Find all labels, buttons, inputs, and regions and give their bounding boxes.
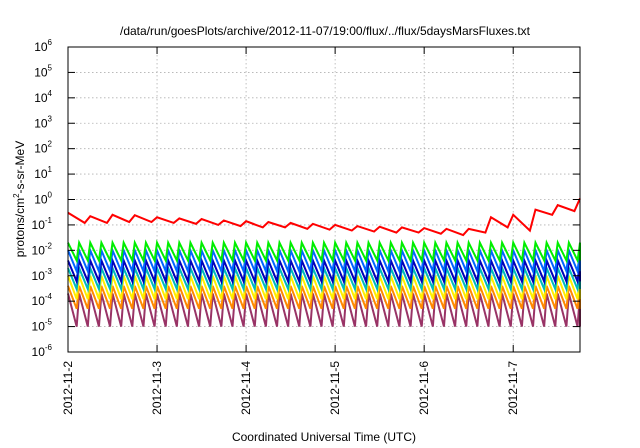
y-tick-label: 10-4: [32, 292, 53, 308]
y-tick-label-base: 10: [34, 193, 48, 207]
x-tick-label: 2012-11-4: [239, 361, 253, 415]
y-tick-label-exponent: -6: [45, 343, 53, 352]
x-tick-label: 2012-11-2: [61, 361, 75, 415]
y-axis-label-main: protons/cm: [13, 198, 27, 257]
y-tick-label-exponent: 1: [48, 165, 53, 174]
y-tick-label-base: 10: [32, 218, 46, 232]
x-tick-label: 2012-11-6: [417, 361, 431, 415]
data-series-line: [67, 275, 581, 300]
x-tick-label: 2012-11-5: [328, 361, 342, 415]
y-tick-label: 106: [34, 38, 52, 54]
y-tick-label-exponent: -5: [45, 318, 53, 327]
y-tick-label: 10-1: [32, 216, 53, 232]
y-tick-label-exponent: 5: [48, 63, 53, 72]
y-tick-label-exponent: -2: [45, 241, 53, 250]
y-tick-label-exponent: 0: [48, 191, 53, 200]
y-tick-label-exponent: 3: [48, 114, 53, 123]
y-tick-label-base: 10: [32, 320, 46, 334]
y-tick-label-exponent: 4: [48, 89, 53, 98]
y-tick-label: 10-3: [32, 267, 53, 283]
y-tick-label-exponent: -1: [45, 216, 53, 225]
y-tick-label: 102: [34, 140, 52, 156]
x-tick-label: 2012-11-7: [506, 361, 520, 415]
y-tick-label-base: 10: [34, 167, 48, 181]
y-tick-label-base: 10: [34, 40, 48, 54]
x-tick-label: 2012-11-3: [150, 361, 164, 415]
y-tick-label-exponent: 2: [48, 140, 53, 149]
data-series-line: [67, 246, 581, 276]
y-tick-label: 10-6: [32, 343, 53, 359]
series-layer: [67, 198, 581, 327]
x-tick-labels: 2012-11-2 2012-11-3 2012-11-4 2012-11-5 2012…: [61, 361, 520, 415]
y-axis-label-units: -s-sr-MeV: [13, 141, 27, 194]
y-tick-label: 10-2: [32, 241, 53, 257]
y-tick-label-base: 10: [34, 91, 48, 105]
y-tick-label-base: 10: [32, 269, 46, 283]
y-tick-label: 100: [34, 191, 52, 207]
y-axis-label-exponent: 2: [12, 193, 21, 198]
y-tick-label-base: 10: [34, 65, 48, 79]
data-series-line: [67, 256, 581, 286]
data-series-line: [67, 239, 581, 264]
y-tick-label-exponent: 6: [48, 38, 53, 47]
y-tick-label-exponent: -3: [45, 267, 53, 276]
y-tick-label: 10-5: [32, 318, 53, 334]
data-series-line: [67, 285, 581, 310]
y-tick-label-base: 10: [34, 116, 48, 130]
y-tick-label-base: 10: [34, 142, 48, 156]
tick-marks: [67, 46, 580, 353]
y-tick-label-base: 10: [32, 294, 46, 308]
chart-title: /data/run/goesPlots/archive/2012-11-07/1…: [120, 24, 531, 38]
y-tick-labels: 10-610-510-410-310-210-11001011021031041…: [32, 38, 53, 359]
y-tick-label-base: 10: [32, 243, 46, 257]
y-tick-label: 105: [34, 63, 52, 79]
y-tick-label-exponent: -4: [45, 292, 53, 301]
y-tick-label: 103: [34, 114, 52, 130]
y-tick-label: 101: [34, 165, 52, 181]
y-tick-label: 104: [34, 89, 52, 105]
data-series-line: [67, 293, 581, 327]
y-axis-label: protons/cm2-s-sr-MeV: [12, 141, 27, 257]
y-tick-label-base: 10: [32, 345, 46, 359]
x-axis-label: Coordinated Universal Time (UTC): [232, 430, 416, 444]
data-series-line-top: [67, 198, 581, 237]
